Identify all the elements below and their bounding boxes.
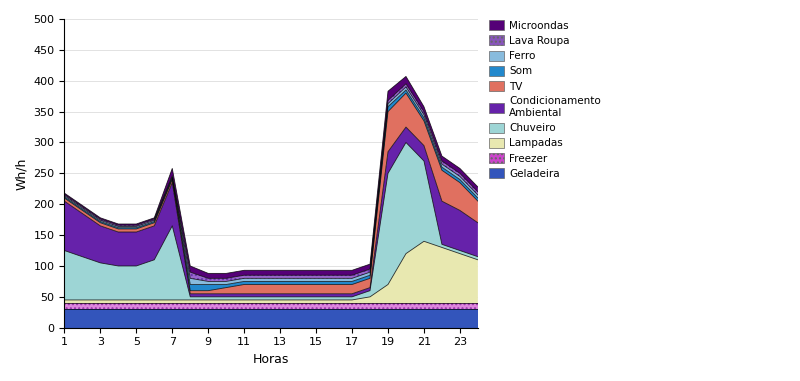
X-axis label: Horas: Horas [253,353,290,366]
Y-axis label: Wh/h: Wh/h [15,157,28,190]
Legend: Microondas, Lava Roupa, Ferro, Som, TV, Condicionamento
Ambiental, Chuveiro, Lam: Microondas, Lava Roupa, Ferro, Som, TV, … [487,18,603,181]
